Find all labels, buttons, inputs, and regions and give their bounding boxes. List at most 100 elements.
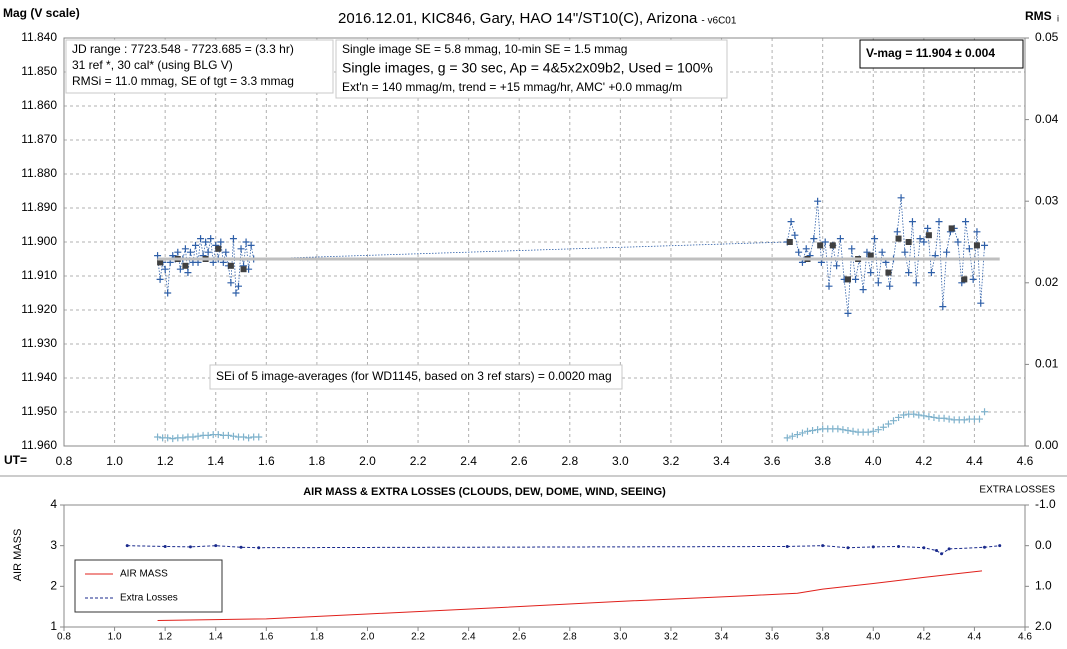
x-tick-label: 3.0 xyxy=(613,632,627,643)
legend-label: Extra Losses xyxy=(120,593,178,604)
x-tick-label: 3.2 xyxy=(664,632,678,643)
text-box-line: Single images, g = 30 sec, Ap = 4&5x2x09… xyxy=(342,60,713,76)
point xyxy=(791,231,799,239)
x-tick-label: 4.4 xyxy=(966,454,983,468)
y-tick-label: 11.940 xyxy=(21,370,57,384)
y-tick-label: 11.960 xyxy=(21,438,57,452)
x-tick-label: 0.8 xyxy=(57,632,71,643)
point xyxy=(793,431,801,439)
x-tick-label: 2.4 xyxy=(462,632,476,643)
point xyxy=(874,279,882,287)
point xyxy=(846,546,850,550)
x-tick-label: 1.6 xyxy=(259,632,273,643)
point xyxy=(849,427,857,435)
y-tick-label: 11.860 xyxy=(21,98,57,112)
plot-frame xyxy=(63,37,1026,447)
point xyxy=(836,235,844,243)
average-point xyxy=(905,239,912,245)
point xyxy=(927,269,935,277)
y-tick-label: 11.910 xyxy=(21,268,57,282)
y-tick-label: 11.930 xyxy=(21,336,57,350)
point xyxy=(229,432,237,440)
chart-title: 2016.12.01, KIC846, Gary, HAO 14"/ST10(C… xyxy=(338,10,698,27)
y-tick-label: 1 xyxy=(50,619,57,633)
point xyxy=(879,423,887,431)
x-tick-label: 2.0 xyxy=(359,454,376,468)
y2-tick-label: 0.01 xyxy=(1035,357,1059,371)
plot-frame xyxy=(63,504,1026,628)
text-box-line: 31 ref *, 30 cal* (using BLG V) xyxy=(72,58,233,72)
point xyxy=(969,275,977,283)
point xyxy=(804,427,812,435)
point xyxy=(257,546,261,550)
point xyxy=(930,413,938,421)
x-axis-label: UT= xyxy=(4,453,27,467)
point xyxy=(962,218,970,226)
x-tick-label: 3.6 xyxy=(764,454,781,468)
chart-title: AIR MASS & EXTRA LOSSES (CLOUDS, DEW, DO… xyxy=(303,486,666,498)
y2-tick-label: 1.0 xyxy=(1035,579,1052,593)
average-point xyxy=(157,259,164,266)
point xyxy=(901,248,909,256)
point xyxy=(229,235,237,243)
point xyxy=(910,410,918,418)
point xyxy=(164,434,172,442)
x-tick-label: 1.0 xyxy=(108,632,122,643)
y2-tick-label: 0.05 xyxy=(1035,30,1059,44)
y-tick-label: 11.840 xyxy=(21,30,57,44)
x-tick-label: 1.8 xyxy=(310,632,324,643)
point xyxy=(169,435,177,443)
point xyxy=(164,289,172,297)
y-axis-label: AIR MASS xyxy=(12,529,24,582)
point xyxy=(795,248,803,256)
point xyxy=(809,426,817,434)
x-tick-label: 2.8 xyxy=(563,632,577,643)
point xyxy=(916,235,924,243)
y-tick-label: 3 xyxy=(50,538,57,552)
x-tick-label: 4.6 xyxy=(1017,454,1034,468)
point xyxy=(925,413,933,421)
point xyxy=(859,286,867,294)
point xyxy=(161,265,169,273)
x-tick-label: 2.8 xyxy=(561,454,578,468)
point xyxy=(176,265,184,273)
average-point xyxy=(786,239,793,245)
point xyxy=(174,248,182,256)
point xyxy=(227,279,235,287)
average-point xyxy=(227,262,234,269)
y-tick-label: 11.880 xyxy=(21,166,57,180)
text-box xyxy=(859,39,1024,69)
point xyxy=(217,238,225,246)
point xyxy=(998,544,1002,548)
point xyxy=(787,218,795,226)
text-box-line: RMSi = 11.0 mmag, SE of tgt = 3.3 mmag xyxy=(72,74,294,88)
point xyxy=(202,238,210,246)
average-point xyxy=(867,252,874,259)
point xyxy=(194,432,202,440)
point xyxy=(947,547,951,551)
y2-tick-label: 0.04 xyxy=(1035,112,1059,126)
point xyxy=(900,411,908,419)
average-point xyxy=(948,225,955,232)
text-box xyxy=(209,364,623,390)
point xyxy=(848,245,856,253)
point xyxy=(943,248,951,256)
point xyxy=(192,241,200,249)
x-tick-label: 2.2 xyxy=(410,454,427,468)
x-tick-label: 3.2 xyxy=(663,454,680,468)
point xyxy=(156,275,164,283)
point xyxy=(814,197,822,205)
x-tick-label: 4.0 xyxy=(865,454,882,468)
x-tick-label: 0.8 xyxy=(56,454,73,468)
y2-tick-label: -1.0 xyxy=(1035,497,1056,511)
point xyxy=(863,248,871,256)
point xyxy=(945,415,953,423)
x-tick-label: 3.8 xyxy=(816,632,830,643)
y2-tick-label: 0.0 xyxy=(1035,538,1052,552)
point xyxy=(163,544,167,548)
series-line xyxy=(157,570,983,621)
x-tick-label: 4.2 xyxy=(915,454,932,468)
point xyxy=(878,248,886,256)
point xyxy=(975,415,983,423)
